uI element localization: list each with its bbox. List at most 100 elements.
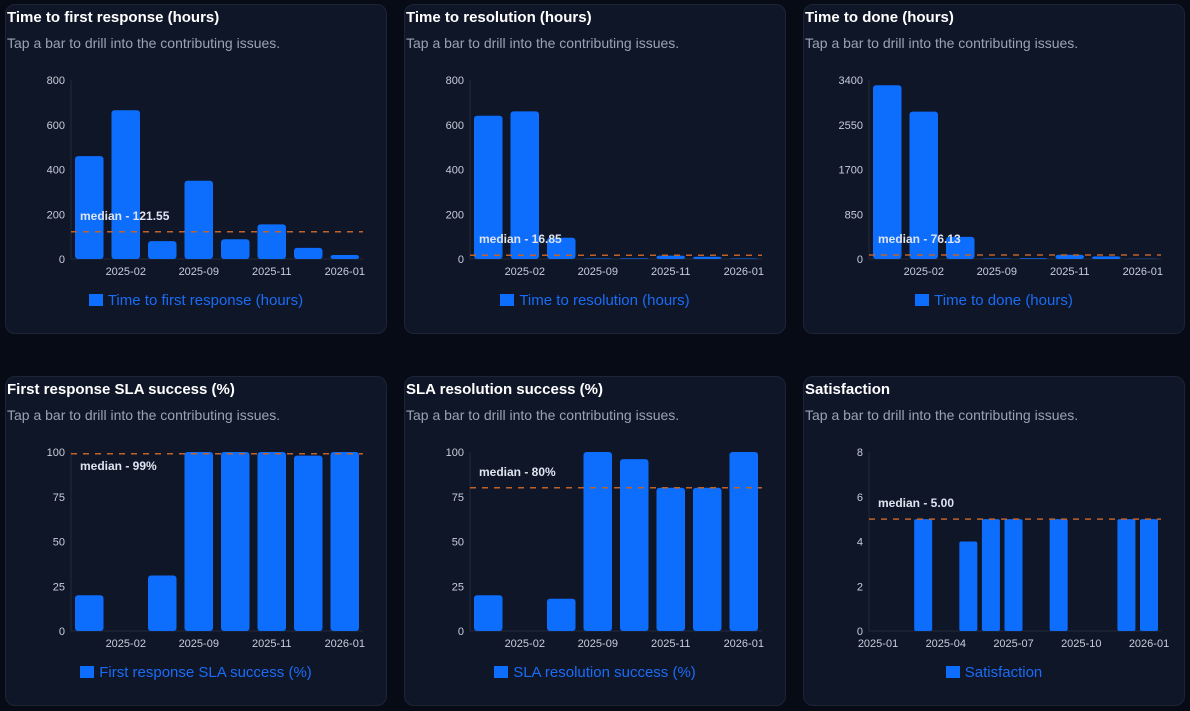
x-tick-label: 2025-11: [252, 266, 292, 278]
bar[interactable]: [294, 455, 323, 631]
chart-subtitle: Tap a bar to drill into the contributing…: [805, 35, 1079, 51]
chart-plot: 0 200 400 600 800 2025-02 2025-09 2025-11 2026-0…: [446, 75, 764, 278]
chart-legend[interactable]: SLA resolution success (%): [405, 664, 785, 681]
legend-swatch: [88, 294, 103, 306]
bar[interactable]: [148, 575, 177, 631]
bar[interactable]: [1117, 519, 1136, 631]
chart-legend[interactable]: Time to done (hours): [804, 292, 1184, 309]
bar[interactable]: [294, 247, 323, 259]
y-tick-label: 1700: [839, 165, 863, 177]
bar[interactable]: [75, 595, 104, 631]
bar[interactable]: [1092, 256, 1121, 259]
x-tick-label: 2025-01: [858, 638, 898, 650]
x-tick-label: 2026-01: [325, 266, 365, 278]
bar[interactable]: [656, 255, 686, 259]
y-tick-label: 600: [446, 120, 464, 132]
chart-card: First response SLA success (%) Tap a bar…: [5, 376, 387, 706]
x-tick-label: 2026-01: [325, 638, 365, 650]
bar[interactable]: [330, 452, 360, 631]
bar[interactable]: [184, 180, 214, 259]
chart-subtitle: Tap a bar to drill into the contributing…: [406, 407, 680, 423]
bar[interactable]: [148, 241, 177, 259]
x-tick-label: 2025-10: [1061, 638, 1101, 650]
bar[interactable]: [583, 452, 613, 631]
y-tick-label: 6: [857, 492, 863, 504]
bar[interactable]: [510, 111, 540, 259]
bar[interactable]: [946, 236, 975, 259]
chart-legend[interactable]: First response SLA success (%): [6, 664, 386, 681]
bar[interactable]: [620, 459, 649, 631]
legend-swatch: [945, 666, 960, 678]
median-label: median - 16.85: [479, 232, 562, 246]
bar[interactable]: [1004, 519, 1023, 631]
bar[interactable]: [1049, 519, 1068, 631]
bar[interactable]: [693, 256, 722, 259]
x-tick-label: 2025-11: [1050, 266, 1090, 278]
bar[interactable]: [474, 115, 503, 259]
bar[interactable]: [257, 224, 287, 259]
x-tick-label: 2025-11: [651, 266, 691, 278]
bar[interactable]: [547, 598, 576, 631]
x-tick-label: 2025-11: [651, 638, 691, 650]
x-tick-label: 2026-01: [724, 638, 764, 650]
bar[interactable]: [656, 487, 686, 631]
chart-title: First response SLA success (%): [7, 381, 235, 398]
bar[interactable]: [257, 452, 287, 631]
chart-plot: 0 850 1700 2550 3400 2025-02 2025-09 2025-11 202…: [839, 75, 1163, 278]
x-tick-label: 2025-02: [904, 266, 944, 278]
bar[interactable]: [221, 239, 250, 259]
x-tick-label: 2025-02: [106, 638, 146, 650]
x-tick-label: 2025-04: [926, 638, 966, 650]
bar[interactable]: [1055, 254, 1085, 259]
chart-title: Satisfaction: [805, 381, 891, 398]
bar[interactable]: [111, 110, 141, 259]
bar[interactable]: [982, 258, 1012, 259]
y-tick-label: 200: [446, 209, 464, 221]
legend-swatch: [915, 294, 930, 306]
bar[interactable]: [873, 85, 902, 259]
x-tick-label: 2025-11: [252, 638, 292, 650]
legend-label: Time to done (hours): [934, 292, 1073, 309]
bar[interactable]: [959, 541, 978, 632]
bar[interactable]: [184, 452, 214, 631]
bar[interactable]: [620, 258, 649, 259]
y-tick-label: 800: [446, 75, 464, 87]
x-tick-label: 2025-09: [179, 266, 219, 278]
y-tick-label: 100: [446, 447, 464, 459]
y-tick-label: 400: [47, 165, 65, 177]
y-tick-label: 850: [845, 209, 863, 221]
bar[interactable]: [729, 452, 759, 631]
y-tick-label: 0: [59, 626, 65, 638]
x-tick-label: 2025-07: [993, 638, 1033, 650]
median-label: median - 80%: [479, 465, 556, 479]
y-tick-label: 100: [47, 447, 65, 459]
y-tick-label: 0: [458, 626, 464, 638]
bar[interactable]: [909, 111, 939, 260]
y-tick-label: 75: [53, 492, 65, 504]
legend-label: Time to resolution (hours): [519, 292, 690, 309]
median-label: median - 76.13: [878, 232, 961, 246]
y-tick-label: 3400: [839, 75, 863, 87]
chart-legend[interactable]: Time to resolution (hours): [405, 292, 785, 309]
bar[interactable]: [914, 519, 933, 631]
bar[interactable]: [1019, 258, 1048, 259]
bar[interactable]: [981, 519, 1000, 631]
bar[interactable]: [330, 254, 360, 259]
bar[interactable]: [547, 237, 576, 259]
y-tick-label: 600: [47, 120, 65, 132]
y-tick-label: 25: [452, 581, 464, 593]
bar[interactable]: [221, 452, 250, 631]
chart-subtitle: Tap a bar to drill into the contributing…: [7, 35, 281, 51]
chart-card: Time to first response (hours) Tap a bar…: [5, 4, 387, 334]
chart-legend[interactable]: Time to first response (hours): [6, 292, 386, 309]
bar[interactable]: [75, 156, 104, 259]
bar[interactable]: [1140, 519, 1158, 631]
chart-plot: 0 25 50 75 100 2025-02 2025-09 2025-11 2026-01 me…: [446, 447, 764, 650]
y-tick-label: 50: [452, 537, 464, 549]
chart-subtitle: Tap a bar to drill into the contributing…: [7, 407, 281, 423]
chart-legend[interactable]: Satisfaction: [804, 664, 1184, 681]
y-tick-label: 0: [857, 626, 863, 638]
bar[interactable]: [693, 487, 722, 631]
x-tick-label: 2025-09: [977, 266, 1017, 278]
bar[interactable]: [474, 595, 503, 631]
